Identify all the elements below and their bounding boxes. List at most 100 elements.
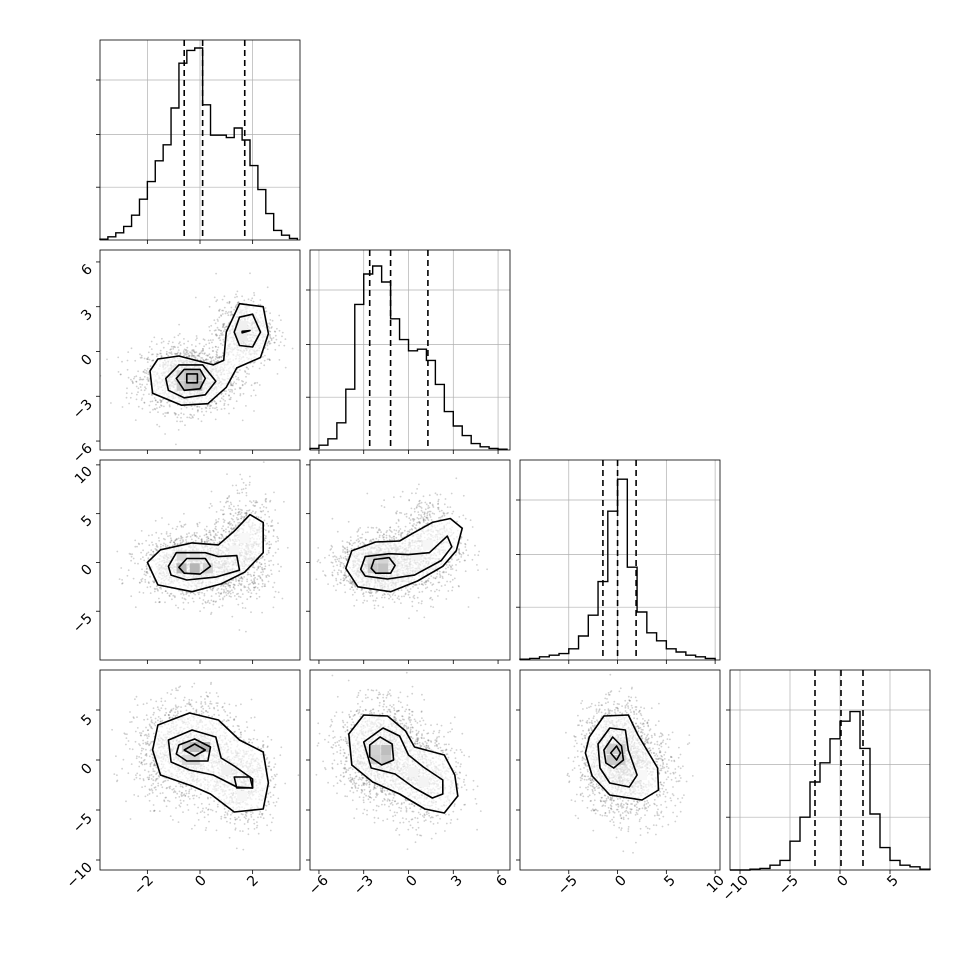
scatter-point (119, 373, 122, 376)
scatter-point (138, 543, 141, 546)
scatter-point (164, 545, 167, 548)
scatter-point (198, 406, 201, 408)
scatter-point (247, 583, 250, 586)
scatter-point (155, 549, 158, 552)
scatter-point (153, 397, 156, 399)
scatter-point (181, 420, 184, 423)
scatter-point (170, 348, 173, 350)
scatter-point (143, 559, 146, 562)
scatter-point (214, 329, 217, 332)
scatter-point (210, 611, 213, 614)
scatter-point (173, 543, 176, 546)
scatter-point (212, 407, 214, 409)
scatter-point (213, 523, 216, 526)
scatter-point (160, 355, 163, 358)
scatter-panel-2-0 (116, 461, 289, 633)
scatter-point (241, 419, 244, 422)
scatter-point (269, 499, 272, 502)
scatter-point (200, 420, 203, 423)
scatter-point (152, 544, 154, 546)
scatter-point (151, 400, 154, 403)
scatter-point (220, 356, 223, 359)
scatter-point (151, 359, 154, 362)
scatter-point (220, 397, 223, 400)
scatter-point (250, 512, 253, 514)
scatter-point (167, 523, 170, 526)
scatter-point (214, 527, 217, 530)
scatter-point (270, 337, 273, 340)
scatter-point (142, 556, 144, 559)
scatter-point (215, 522, 218, 524)
scatter-point (214, 358, 217, 360)
scatter-point (227, 526, 230, 528)
scatter-point (140, 580, 143, 583)
scatter-point (223, 595, 226, 598)
scatter-point (159, 401, 162, 404)
scatter-point (223, 589, 225, 591)
scatter-point (232, 514, 235, 517)
scatter-point (121, 582, 124, 584)
scatter-point (257, 566, 260, 569)
scatter-point (223, 521, 225, 523)
scatter-point (164, 412, 167, 414)
scatter-point (190, 405, 193, 407)
scatter-point (265, 535, 267, 538)
scatter-point (228, 300, 231, 303)
scatter-point (240, 589, 243, 592)
scatter-point (185, 591, 188, 594)
scatter-point (229, 501, 232, 504)
scatter-point (280, 319, 282, 321)
scatter-point (211, 350, 214, 352)
scatter-point (228, 301, 231, 304)
scatter-point (207, 354, 209, 357)
scatter-point (221, 527, 223, 530)
scatter-point (158, 601, 161, 603)
scatter-point (162, 413, 165, 415)
scatter-point (142, 370, 145, 373)
scatter-point (192, 355, 194, 357)
scatter-point (236, 378, 238, 381)
scatter-point (267, 341, 270, 344)
scatter-point (253, 294, 256, 297)
scatter-point (180, 408, 183, 410)
scatter-point (259, 299, 262, 301)
scatter-point (212, 356, 214, 358)
scatter-point (216, 326, 219, 329)
scatter-point (220, 533, 223, 536)
scatter-point (216, 360, 219, 362)
scatter-point (205, 358, 208, 361)
scatter-point (248, 373, 250, 375)
scatter-point (143, 402, 146, 404)
scatter-point (187, 340, 190, 343)
scatter-point (134, 359, 137, 362)
scatter-point (262, 356, 264, 358)
scatter-point (217, 360, 220, 363)
scatter-point (158, 597, 160, 600)
scatter-point (253, 571, 256, 574)
density-contour (175, 368, 207, 392)
scatter-point (222, 325, 225, 328)
scatter-point (237, 584, 240, 587)
scatter-point (271, 319, 274, 322)
scatter-point (237, 518, 240, 521)
scatter-point (243, 299, 246, 302)
scatter-point (167, 354, 170, 357)
scatter-point (164, 538, 166, 541)
scatter-point (231, 389, 234, 391)
scatter-point (279, 341, 282, 343)
scatter-point (185, 350, 188, 353)
scatter-point (171, 341, 174, 344)
scatter-point (200, 538, 203, 540)
scatter-point (225, 500, 228, 503)
histogram-step (309, 265, 508, 450)
scatter-point (216, 589, 219, 591)
scatter-point (142, 378, 145, 381)
scatter-point (267, 551, 270, 554)
scatter-point (259, 303, 262, 306)
scatter-point (228, 581, 231, 583)
density-contour (149, 302, 270, 407)
scatter-point (238, 629, 241, 631)
scatter-point (207, 539, 210, 542)
scatter-point (206, 601, 209, 604)
scatter-point (270, 559, 272, 562)
